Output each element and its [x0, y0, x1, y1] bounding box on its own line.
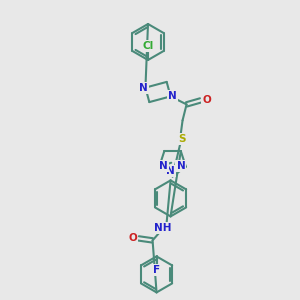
Text: N: N — [166, 167, 175, 176]
Text: Cl: Cl — [142, 41, 154, 51]
Text: S: S — [178, 134, 185, 144]
Text: N: N — [139, 82, 148, 93]
Text: NH: NH — [154, 224, 171, 233]
Text: N: N — [159, 161, 168, 171]
Text: N: N — [176, 161, 185, 171]
Text: O: O — [202, 95, 211, 105]
Text: N: N — [168, 92, 177, 101]
Text: F: F — [153, 266, 160, 275]
Text: O: O — [128, 233, 137, 243]
